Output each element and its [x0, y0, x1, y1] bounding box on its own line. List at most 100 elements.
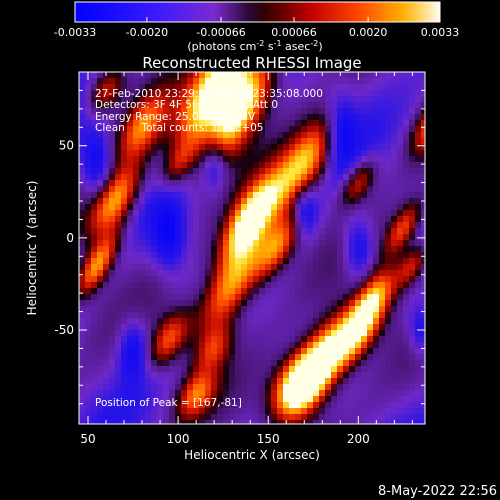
heatmap-cell	[403, 420, 410, 424]
heatmap-cell	[211, 306, 218, 313]
heatmap-cell	[145, 378, 152, 385]
heatmap-cell	[307, 414, 314, 421]
heatmap-cell	[349, 402, 356, 409]
heatmap-cell	[127, 132, 134, 139]
heatmap-cell	[205, 336, 212, 343]
heatmap-cell	[277, 402, 284, 409]
heatmap-cell	[301, 84, 308, 91]
heatmap-cell	[79, 84, 86, 91]
heatmap-cell	[325, 318, 332, 325]
heatmap-cell	[331, 108, 338, 115]
heatmap-cell	[139, 138, 146, 145]
heatmap-cell	[223, 336, 230, 343]
heatmap-cell	[163, 396, 170, 403]
heatmap-cell	[277, 72, 284, 79]
heatmap-cell	[301, 294, 308, 301]
heatmap-cell	[91, 402, 98, 409]
heatmap-cell	[217, 90, 224, 97]
heatmap-cell	[241, 174, 248, 181]
heatmap-cell	[307, 396, 314, 403]
heatmap-cell	[151, 270, 158, 277]
heatmap-cell	[319, 210, 326, 217]
heatmap-cell	[151, 372, 158, 379]
heatmap-cell	[115, 204, 122, 211]
heatmap-cell	[367, 384, 374, 391]
heatmap-cell	[385, 216, 392, 223]
heatmap-cell	[169, 156, 176, 163]
heatmap-cell	[409, 180, 416, 187]
heatmap-cell	[343, 234, 350, 241]
heatmap-cell	[361, 276, 368, 283]
heatmap-cell	[271, 78, 278, 85]
heatmap-cell	[127, 174, 134, 181]
heatmap-cell	[253, 258, 260, 265]
heatmap-cell	[355, 78, 362, 85]
heatmap-cell	[217, 408, 224, 415]
heatmap-cell	[217, 210, 224, 217]
heatmap-cell	[343, 324, 350, 331]
heatmap-cell	[289, 246, 296, 253]
heatmap-cell	[145, 216, 152, 223]
heatmap-cell	[211, 108, 218, 115]
heatmap-cell	[199, 174, 206, 181]
heatmap-cell	[373, 252, 380, 259]
heatmap-cell	[355, 132, 362, 139]
heatmap-cell	[205, 270, 212, 277]
heatmap-cell	[313, 228, 320, 235]
heatmap-cell	[145, 174, 152, 181]
heatmap-cell	[253, 72, 260, 79]
heatmap-cell	[271, 288, 278, 295]
heatmap-cell	[157, 234, 164, 241]
heatmap-cell	[169, 276, 176, 283]
heatmap-cell	[397, 252, 404, 259]
heatmap-cell	[235, 258, 242, 265]
heatmap-cell	[331, 390, 338, 397]
heatmap-cell	[133, 114, 140, 121]
heatmap-cell	[91, 228, 98, 235]
heatmap-cell	[319, 174, 326, 181]
heatmap-cell	[367, 396, 374, 403]
heatmap-cell	[85, 108, 92, 115]
heatmap-cell	[229, 120, 236, 127]
heatmap-cell	[229, 378, 236, 385]
heatmap-cell	[121, 282, 128, 289]
heatmap-cell	[337, 372, 344, 379]
heatmap-cell	[139, 108, 146, 115]
heatmap-cell	[199, 228, 206, 235]
heatmap-cell	[361, 342, 368, 349]
heatmap-cell	[139, 246, 146, 253]
heatmap-cell	[391, 84, 398, 91]
heatmap-cell	[145, 156, 152, 163]
heatmap-cell	[175, 156, 182, 163]
y-tick-label: -50	[54, 323, 74, 337]
heatmap-cell	[337, 360, 344, 367]
heatmap-cell	[361, 336, 368, 343]
heatmap-cell	[187, 390, 194, 397]
heatmap-cell	[193, 156, 200, 163]
heatmap-cell	[421, 402, 425, 409]
heatmap-cell	[115, 414, 122, 421]
heatmap-cell	[361, 300, 368, 307]
heatmap-cell	[355, 396, 362, 403]
heatmap-cell	[79, 288, 86, 295]
heatmap-cell	[235, 144, 242, 151]
heatmap-cell	[355, 240, 362, 247]
heatmap-cell	[109, 300, 116, 307]
heatmap-cell	[193, 390, 200, 397]
heatmap-cell	[421, 420, 425, 424]
heatmap-cell	[373, 276, 380, 283]
heatmap-cell	[307, 204, 314, 211]
heatmap-cell	[325, 288, 332, 295]
heatmap-cell	[403, 384, 410, 391]
heatmap-cell	[421, 366, 425, 373]
heatmap-cell	[175, 138, 182, 145]
heatmap-cell	[103, 264, 110, 271]
heatmap-cell	[157, 228, 164, 235]
heatmap-cell	[169, 90, 176, 97]
heatmap-cell	[145, 354, 152, 361]
heatmap-cell	[391, 150, 398, 157]
heatmap-cell	[223, 300, 230, 307]
heatmap-cell	[355, 246, 362, 253]
heatmap-cell	[229, 372, 236, 379]
heatmap-cell	[85, 288, 92, 295]
